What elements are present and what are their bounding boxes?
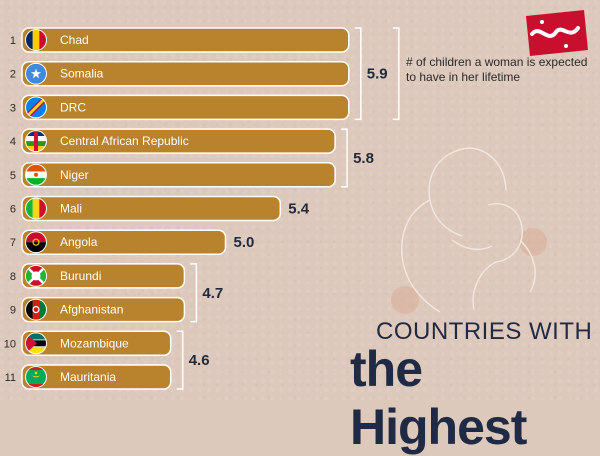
rank-label: 4 xyxy=(10,136,16,148)
bar xyxy=(21,60,350,87)
mother-child-illustration xyxy=(391,147,547,314)
country-label: Afghanistan xyxy=(60,303,123,317)
bar-row: 2 Somalia xyxy=(10,60,350,87)
value-group: 5.4 xyxy=(288,201,310,218)
note-bracket xyxy=(392,27,400,121)
rank-label: 3 xyxy=(10,102,16,114)
value-group: 4.7 xyxy=(190,263,223,323)
mali-flag-icon xyxy=(25,197,47,220)
bar xyxy=(21,296,186,323)
rank-label: 9 xyxy=(10,305,16,317)
rank-label: 2 xyxy=(10,69,16,81)
rank-label: 10 xyxy=(4,338,16,350)
bar xyxy=(21,195,282,222)
publisher-logo xyxy=(526,10,588,56)
rank-label: 1 xyxy=(10,35,16,47)
drc-flag-icon xyxy=(25,96,47,119)
group-bracket xyxy=(176,330,184,390)
country-label: Somalia xyxy=(60,67,104,81)
value-label: 4.7 xyxy=(202,285,223,302)
rank-label: 8 xyxy=(10,271,16,283)
bar-row: 6 Mali xyxy=(10,195,282,222)
country-label: Central African Republic xyxy=(60,134,189,148)
value-label: 5.4 xyxy=(288,201,310,218)
mozambique-flag-icon xyxy=(25,332,47,355)
bar-row: 3 DRC xyxy=(10,94,350,121)
rank-label: 7 xyxy=(10,237,16,249)
bar xyxy=(21,229,227,255)
value-label: 4.6 xyxy=(189,352,210,369)
bar-row: 1 Chad xyxy=(10,27,350,53)
chad-flag-icon xyxy=(25,29,47,51)
value-group: 5.0 xyxy=(234,234,255,251)
afghanistan-flag-icon xyxy=(25,298,47,321)
bar xyxy=(21,162,336,188)
group-bracket xyxy=(354,27,362,121)
group-bracket xyxy=(190,263,198,323)
country-label: Mozambique xyxy=(60,336,129,350)
bar xyxy=(21,364,172,390)
chart-note: # of children a woman is expected to hav… xyxy=(406,55,588,84)
rank-label: 5 xyxy=(10,170,16,182)
bar-row: 8 Burundi xyxy=(10,263,186,289)
value-group: 4.6 xyxy=(176,330,210,390)
bar xyxy=(21,263,186,289)
country-label: Niger xyxy=(60,168,89,182)
fertility-bar-chart: 1 Chad 2 Somalia 3 DRC 4 Central African Republ… xyxy=(4,27,547,390)
value-label: 5.8 xyxy=(353,150,374,167)
rank-label: 6 xyxy=(10,204,16,216)
country-label: DRC xyxy=(60,100,86,114)
bar xyxy=(21,128,336,154)
bar xyxy=(21,27,350,53)
bar xyxy=(21,330,172,357)
country-label: Mali xyxy=(60,202,82,216)
value-label: 5.9 xyxy=(367,66,388,83)
country-label: Angola xyxy=(60,235,98,249)
title-line-1: COUNTRIES WITH xyxy=(376,318,593,345)
group-bracket xyxy=(341,128,348,188)
car-flag-icon xyxy=(25,130,47,153)
mauritania-flag-icon xyxy=(25,366,47,388)
angola-flag-icon xyxy=(25,231,47,254)
value-label: 5.0 xyxy=(234,234,255,251)
value-group: 5.8 xyxy=(341,128,374,188)
country-label: Burundi xyxy=(60,269,101,283)
burundi-flag-icon xyxy=(25,264,47,287)
country-label: Mauritania xyxy=(60,370,116,384)
somalia-flag-icon xyxy=(25,62,47,85)
bar-row: 7 Angola xyxy=(10,229,227,255)
value-group: 5.9 xyxy=(354,27,400,121)
bar-row: 4 Central African Republic xyxy=(10,128,336,154)
bar-row: 10 Mozambique xyxy=(4,330,172,357)
bar-row: 5 Niger xyxy=(10,162,336,188)
niger-flag-icon xyxy=(25,163,47,186)
title-line-2: the Highest xyxy=(350,341,527,455)
country-label: Chad xyxy=(60,33,89,47)
bar-row: 11 Mauritania xyxy=(5,364,172,390)
bar-row: 9 Afghanistan xyxy=(10,296,186,323)
bar xyxy=(21,94,350,121)
rank-label: 11 xyxy=(5,372,16,384)
